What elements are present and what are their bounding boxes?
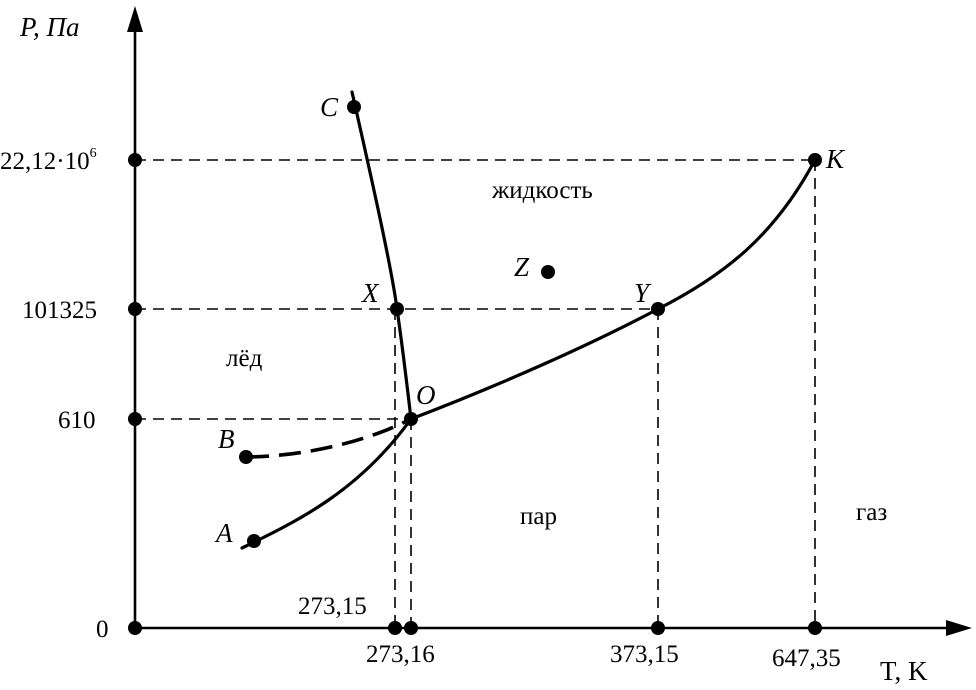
y-tick-critical-pressure: 22,12·106 xyxy=(0,146,97,175)
dot-y-triple-pressure xyxy=(128,412,142,426)
axis-titles: P, Па T, K xyxy=(19,12,928,686)
dot-y-atmospheric-pressure xyxy=(128,302,142,316)
dot-origin xyxy=(128,621,142,635)
y-tick-labels: 22,12·106 101325 610 0 xyxy=(0,146,109,643)
label-X: X xyxy=(361,278,380,308)
dot-Y xyxy=(651,302,665,316)
y-axis-arrow xyxy=(127,6,143,32)
label-O: O xyxy=(416,380,436,410)
x-axis-arrow xyxy=(946,620,972,636)
dot-C xyxy=(347,100,361,114)
dot-x-273-15 xyxy=(388,621,402,635)
dot-B xyxy=(239,450,253,464)
points xyxy=(128,100,822,635)
point-labels: C K X Y Z O B A xyxy=(214,92,846,548)
x-tick-647-35: 647,35 xyxy=(772,645,841,672)
melting-curve-OC xyxy=(350,90,413,421)
label-K: K xyxy=(825,144,846,174)
label-C: C xyxy=(320,92,339,122)
label-Z: Z xyxy=(514,252,530,282)
dot-K xyxy=(808,153,822,167)
region-gas: газ xyxy=(856,499,887,526)
dot-O xyxy=(404,412,418,426)
y-axis-title: P, Па xyxy=(19,12,80,42)
dot-A xyxy=(247,534,261,548)
region-liquid: жидкость xyxy=(491,177,593,204)
y-tick-triple-pressure: 610 xyxy=(58,407,96,434)
x-tick-273-16: 273,16 xyxy=(366,641,435,668)
dot-y-critical-pressure xyxy=(128,153,142,167)
x-axis-title: T, K xyxy=(880,656,928,686)
dot-Z xyxy=(541,265,555,279)
sublimation-curve-AO xyxy=(240,417,413,550)
region-labels: жидкость лёд пар газ xyxy=(226,177,887,530)
y-tick-zero: 0 xyxy=(96,616,109,643)
dot-X xyxy=(390,302,404,316)
region-vapor: пар xyxy=(520,503,557,530)
y-tick-atmospheric-pressure: 101325 xyxy=(22,297,97,324)
dot-x-647-35 xyxy=(808,621,822,635)
x-tick-373-15: 373,15 xyxy=(610,641,679,668)
region-ice: лёд xyxy=(226,345,263,372)
x-tick-273-15: 273,15 xyxy=(298,593,367,620)
vaporization-curve-OK xyxy=(409,158,817,421)
label-Y: Y xyxy=(634,278,652,308)
dot-x-273-16 xyxy=(404,621,418,635)
x-tick-labels: 273,15 273,16 373,15 647,35 xyxy=(298,593,841,672)
label-B: B xyxy=(218,424,235,454)
dot-x-373-15 xyxy=(651,621,665,635)
label-A: A xyxy=(214,518,233,548)
